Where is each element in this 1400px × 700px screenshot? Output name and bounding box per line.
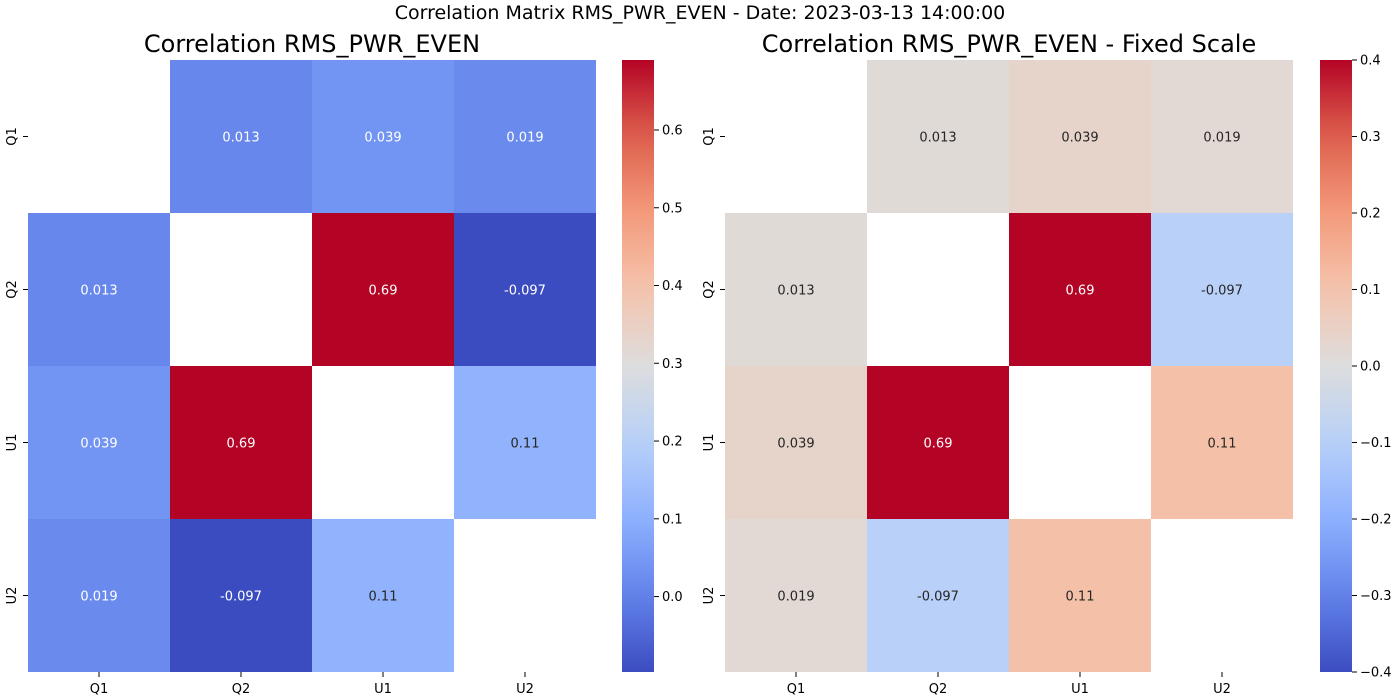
heatmap-cell <box>725 519 867 672</box>
colorbar-tick-label: 0.1 <box>1360 283 1381 298</box>
cell-value-label: 0.11 <box>1066 590 1095 605</box>
y-tick-label: Q1 <box>702 127 717 146</box>
colorbar-tick-label: 0.0 <box>1360 360 1381 375</box>
heatmap-cell <box>312 519 454 672</box>
colorbar-tick-label: −0.2 <box>1360 513 1392 528</box>
y-tick-label: U2 <box>702 587 717 605</box>
y-tick-label: Q2 <box>5 280 20 299</box>
cell-value-label: 0.69 <box>369 284 398 299</box>
colorbar <box>622 60 654 672</box>
panel-title: Correlation RMS_PWR_EVEN <box>144 30 480 58</box>
y-tick-label: U1 <box>5 434 20 452</box>
heatmap-cell <box>454 60 596 213</box>
cell-value-label: 0.019 <box>80 590 117 605</box>
cell-value-label: -0.097 <box>1201 284 1243 299</box>
cell-value-label: 0.013 <box>919 131 956 146</box>
cell-value-label: 0.039 <box>364 131 401 146</box>
heatmap-cell <box>312 60 454 213</box>
cell-value-label: 0.019 <box>777 590 814 605</box>
cell-value-label: 0.69 <box>227 437 256 452</box>
colorbar-tick-label: 0.0 <box>662 590 683 605</box>
y-tick-label: U2 <box>5 587 20 605</box>
cell-value-label: -0.097 <box>220 590 262 605</box>
cell-value-label: 0.69 <box>1066 284 1095 299</box>
y-tick-label: U1 <box>702 434 717 452</box>
x-tick-label: Q1 <box>787 682 806 697</box>
heatmap-cell <box>1009 60 1151 213</box>
cell-value-label: 0.013 <box>80 284 117 299</box>
colorbar-tick-label: 0.2 <box>1360 207 1381 222</box>
colorbar-tick-label: −0.3 <box>1360 589 1392 604</box>
cell-value-label: 0.039 <box>1061 131 1098 146</box>
panel-title: Correlation RMS_PWR_EVEN - Fixed Scale <box>762 30 1256 58</box>
x-tick-label: Q1 <box>90 682 109 697</box>
heatmap-panel: Correlation RMS_PWR_EVEN - Fixed Scale 0.… <box>702 30 1392 697</box>
colorbar-tick-label: 0.1 <box>662 512 683 527</box>
heatmap-cell <box>1151 60 1293 213</box>
cell-value-label: 0.039 <box>80 437 117 452</box>
figure-title: Correlation Matrix RMS_PWR_EVEN - Date: … <box>394 2 1006 24</box>
y-tick-label: Q2 <box>702 280 717 299</box>
cell-value-label: 0.013 <box>222 131 259 146</box>
heatmap-cell <box>312 213 454 366</box>
colorbar-tick-label: 0.3 <box>1360 130 1381 145</box>
heatmap-cell <box>454 366 596 519</box>
x-tick-label: U2 <box>1213 682 1231 697</box>
colorbar-tick-label: 0.3 <box>662 357 683 372</box>
cell-value-label: 0.019 <box>506 131 543 146</box>
cell-value-label: 0.11 <box>511 437 540 452</box>
cell-value-label: 0.11 <box>1208 437 1237 452</box>
cell-value-label: 0.69 <box>924 437 953 452</box>
heatmap-cell <box>1151 213 1293 366</box>
heatmap-cell <box>170 366 312 519</box>
cell-value-label: 0.019 <box>1203 131 1240 146</box>
heatmap-cell <box>170 60 312 213</box>
cell-value-label: -0.097 <box>504 284 546 299</box>
heatmap-panel: Correlation RMS_PWR_EVEN 0.013 0.039 0.019 0… <box>5 30 683 697</box>
heatmap-cell <box>454 213 596 366</box>
heatmap-cell <box>28 213 170 366</box>
heatmap-cell <box>867 366 1009 519</box>
colorbar-tick-label: 0.4 <box>1360 54 1381 69</box>
colorbar-tick-label: 0.4 <box>662 279 683 294</box>
colorbar-tick-label: −0.1 <box>1360 436 1392 451</box>
cell-value-label: 0.11 <box>369 590 398 605</box>
heatmap-cell <box>28 519 170 672</box>
heatmap-cell <box>170 519 312 672</box>
colorbar-tick-label: 0.6 <box>662 123 683 138</box>
x-tick-label: U1 <box>374 682 392 697</box>
heatmap-cell <box>867 60 1009 213</box>
heatmap-cell <box>1009 519 1151 672</box>
heatmap-cell <box>725 213 867 366</box>
colorbar-tick-label: 0.5 <box>662 201 683 216</box>
y-tick-label: Q1 <box>5 127 20 146</box>
heatmap-cell <box>867 519 1009 672</box>
colorbar-tick-label: −0.4 <box>1360 666 1392 681</box>
heatmap-cell <box>1151 366 1293 519</box>
cell-value-label: 0.039 <box>777 437 814 452</box>
x-tick-label: Q2 <box>232 682 251 697</box>
cell-value-label: 0.013 <box>777 284 814 299</box>
heatmap-cell <box>725 366 867 519</box>
colorbar-tick-label: 0.2 <box>662 435 683 450</box>
cell-value-label: -0.097 <box>917 590 959 605</box>
heatmap-cell <box>28 366 170 519</box>
x-tick-label: Q2 <box>929 682 948 697</box>
colorbar <box>1320 60 1352 672</box>
x-tick-label: U2 <box>516 682 534 697</box>
x-tick-label: U1 <box>1071 682 1089 697</box>
heatmap-cell <box>1009 213 1151 366</box>
